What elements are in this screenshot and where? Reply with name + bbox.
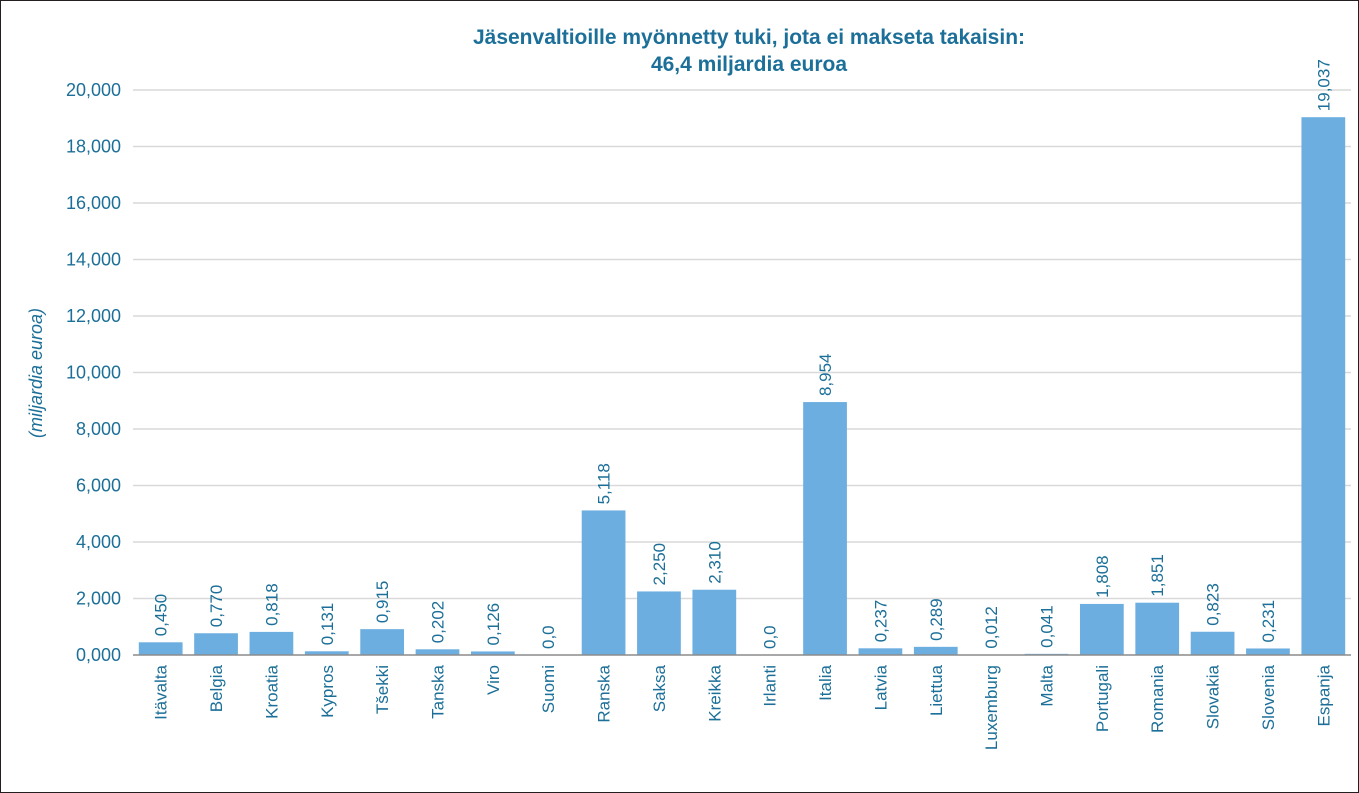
bar-italia: [803, 402, 847, 655]
y-tick-label: 12,000: [66, 306, 121, 326]
category-label: Ranska: [595, 664, 614, 722]
y-tick-label: 16,000: [66, 193, 121, 213]
category-label: Slovenia: [1259, 664, 1278, 730]
bar-romania: [1135, 602, 1180, 655]
category-label: Liettua: [927, 664, 946, 716]
bar-itävalta: [138, 642, 183, 655]
y-tick-label: 0,000: [76, 645, 121, 665]
y-tick-label: 2,000: [76, 589, 121, 609]
bar-ranska: [581, 510, 626, 655]
category-labels: Itävalta Belgia Kroatia Kypros Tšekki Tanska V…: [152, 664, 1334, 750]
bar-slovakia: [1190, 631, 1235, 655]
bar-espanja: [1301, 117, 1346, 655]
category-label: Tšekki: [373, 665, 392, 714]
data-label: 0,202: [429, 601, 448, 644]
category-label: Kypros: [318, 665, 337, 718]
bar-slovenia: [1246, 648, 1290, 655]
category-label: Viro: [484, 665, 503, 695]
data-label: 0,012: [982, 606, 1001, 649]
y-tick-label: 6,000: [76, 476, 121, 496]
bar-liettua: [913, 646, 958, 655]
category-label: Saksa: [650, 664, 669, 712]
category-label: Belgia: [207, 664, 226, 712]
category-label: Itävalta: [152, 664, 171, 719]
data-label: 1,808: [1093, 555, 1112, 598]
y-tick-label: 20,000: [66, 80, 121, 100]
data-label: 0,770: [207, 585, 226, 628]
category-label: Irlanti: [761, 665, 780, 707]
y-tick-label: 18,000: [66, 137, 121, 157]
category-label: Kreikka: [705, 664, 724, 721]
bar-kroatia: [249, 631, 294, 655]
data-label: 2,310: [705, 541, 724, 584]
data-label: 0,041: [1038, 605, 1057, 648]
category-label: Luxemburg: [982, 665, 1001, 750]
bar-portugali: [1079, 603, 1124, 655]
y-tick-labels: 0,000 2,000 4,000 6,000 8,000 10,000 12,000 14,…: [66, 80, 121, 665]
data-label: 0,0: [539, 625, 558, 649]
data-label: 0,0: [761, 625, 780, 649]
y-tick-label: 10,000: [66, 363, 121, 383]
bar-belgia: [194, 633, 238, 655]
data-label: 1,851: [1148, 554, 1167, 597]
data-label: 0,237: [871, 600, 890, 643]
category-label: Malta: [1038, 664, 1057, 706]
data-label: 0,131: [318, 603, 337, 646]
bar-tšekki: [360, 629, 405, 655]
data-label: 0,915: [373, 581, 392, 624]
category-label: Suomi: [539, 665, 558, 713]
bar-saksa: [637, 591, 681, 655]
data-label: 19,037: [1314, 59, 1333, 111]
chart-title-line-1: Jäsenvaltioille myönnetty tuki, jota ei …: [473, 26, 1025, 49]
bar-viro: [470, 651, 515, 655]
category-label: Espanja: [1314, 664, 1333, 726]
bar-kreikka: [692, 589, 737, 655]
bars: [138, 117, 1346, 655]
category-label: Slovakia: [1204, 664, 1223, 729]
y-tick-label: 8,000: [76, 419, 121, 439]
y-tick-label: 4,000: [76, 532, 121, 552]
data-labels: 0,450 0,770 0,818 0,131 0,915 0,202 0,126 0,0 5,…: [152, 59, 1334, 649]
data-label: 8,954: [816, 354, 835, 397]
bar-kypros: [304, 651, 349, 655]
chart-title-line-2: 46,4 miljardia euroa: [651, 53, 847, 76]
category-label: Romania: [1148, 664, 1167, 733]
bar-latvia: [858, 648, 903, 655]
data-label: 0,450: [152, 594, 171, 637]
data-label: 0,126: [484, 603, 503, 646]
data-label: 0,289: [927, 598, 946, 641]
category-label: Kroatia: [262, 664, 281, 718]
y-axis-label: (miljardia euroa): [26, 308, 46, 438]
category-label: Latvia: [871, 664, 890, 710]
bar-tanska: [415, 649, 460, 655]
gridlines: [133, 89, 1351, 600]
y-tick-label: 14,000: [66, 250, 121, 270]
data-label: 0,818: [262, 583, 281, 626]
category-label: Italia: [816, 664, 835, 700]
data-label: 0,823: [1204, 583, 1223, 626]
category-label: Portugali: [1093, 665, 1112, 732]
data-label: 0,231: [1259, 600, 1278, 643]
data-label: 5,118: [595, 463, 614, 504]
data-label: 2,250: [650, 543, 669, 586]
category-label: Tanska: [429, 664, 448, 718]
